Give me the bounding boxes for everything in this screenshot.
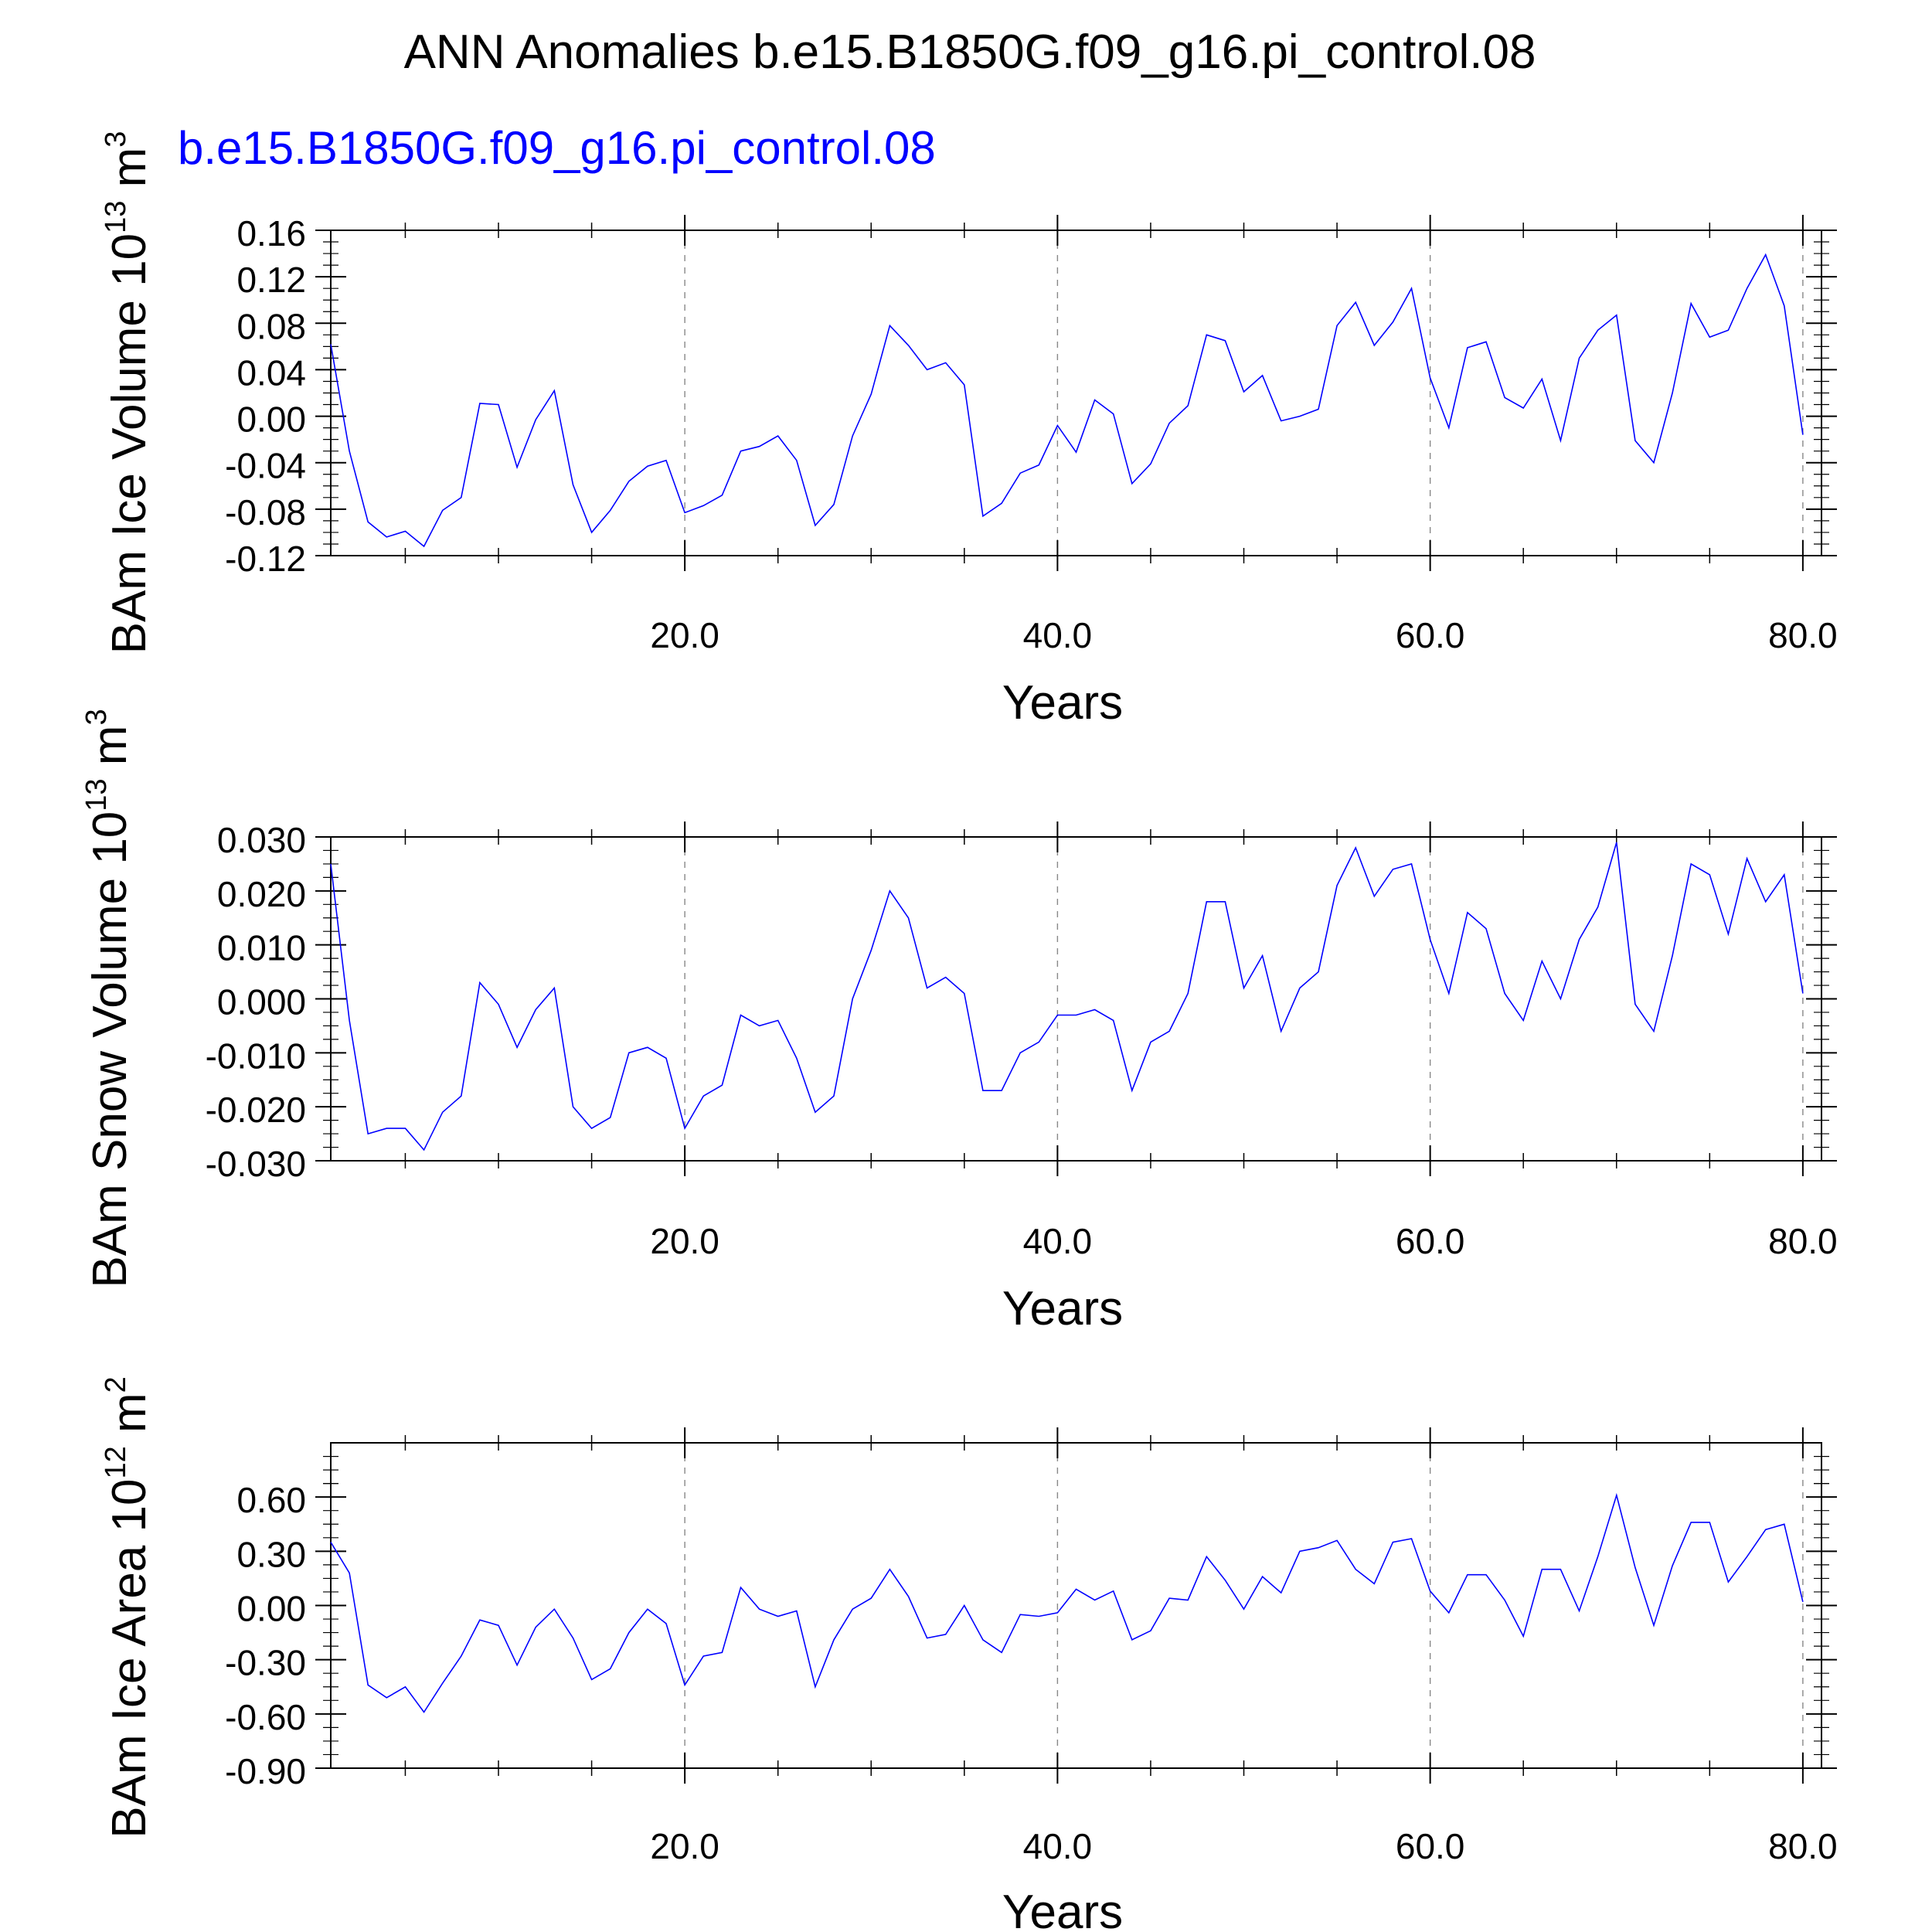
y-tick-label: -0.30 — [225, 1643, 306, 1683]
y-axis-label: BAm Snow Volume 1013 m3 — [80, 709, 137, 1287]
x-tick-label: 80.0 — [1768, 1221, 1838, 1261]
tick-marks — [315, 1427, 1837, 1784]
y-tick-label: 0.00 — [236, 400, 306, 440]
y-tick-label: -0.020 — [206, 1090, 306, 1130]
y-tick-labels: -0.90 -0.60 -0.30 0.00 0.30 0.60 — [225, 1480, 306, 1791]
y-tick-label: -0.12 — [225, 539, 306, 579]
y-tick-label: -0.04 — [225, 446, 306, 486]
y-tick-label: -0.90 — [225, 1751, 306, 1791]
y-tick-label: -0.030 — [206, 1144, 306, 1184]
series-line — [330, 1492, 1804, 1713]
figure-subtitle: b.e15.B1850G.f09_g16.pi_control.08 — [178, 122, 936, 174]
y-tick-label: 0.30 — [236, 1534, 306, 1574]
y-tick-label: 0.60 — [236, 1480, 306, 1520]
x-tick-label: 20.0 — [650, 1826, 719, 1866]
y-tick-label: 0.16 — [236, 213, 306, 253]
y-tick-label: -0.010 — [206, 1036, 306, 1076]
panel-ice-area: -0.90 -0.60 -0.30 0.00 0.30 0.60 20.0 40.0 60.0… — [100, 1376, 1838, 1932]
x-tick-label: 80.0 — [1768, 615, 1838, 655]
y-tick-label: 0.010 — [217, 928, 306, 968]
x-axis-label: Years — [1002, 676, 1123, 730]
panel-snow-volume: -0.030 -0.020 -0.010 0.000 0.010 0.020 0.030 2… — [80, 709, 1838, 1335]
series-line — [330, 842, 1804, 1151]
y-tick-label: 0.08 — [236, 306, 306, 346]
grid-lines — [684, 1443, 1804, 1768]
x-tick-label: 20.0 — [650, 615, 719, 655]
y-axis-label: BAm Ice Area 1012 m2 — [100, 1376, 156, 1838]
figure-title: ANN Anomalies b.e15.B1850G.f09_g16.pi_co… — [404, 26, 1536, 79]
x-tick-labels: 20.0 40.0 60.0 80.0 — [650, 615, 1837, 655]
tick-marks — [315, 215, 1837, 571]
grid-lines — [684, 837, 1804, 1161]
y-tick-label: 0.04 — [236, 352, 306, 393]
y-tick-label: -0.60 — [225, 1697, 306, 1737]
x-tick-label: 60.0 — [1396, 615, 1465, 655]
plot-frame — [330, 1442, 1822, 1769]
x-tick-label: 40.0 — [1023, 1221, 1093, 1261]
x-axis-label: Years — [1002, 1282, 1123, 1335]
x-tick-labels: 20.0 40.0 60.0 80.0 — [650, 1826, 1837, 1866]
x-tick-label: 40.0 — [1023, 615, 1093, 655]
series-line — [330, 253, 1804, 548]
y-axis-label: BAm Ice Volume 1013 m3 — [100, 131, 156, 655]
plot-frame — [330, 836, 1822, 1162]
x-tick-label: 80.0 — [1768, 1826, 1838, 1866]
panel-ice-volume: -0.12 -0.08 -0.04 0.00 0.04 0.08 0.12 0.16 20.0… — [100, 131, 1838, 730]
y-tick-label: 0.020 — [217, 874, 306, 914]
grid-lines — [684, 230, 1804, 556]
x-tick-label: 60.0 — [1396, 1221, 1465, 1261]
x-tick-label: 60.0 — [1396, 1826, 1465, 1866]
y-tick-labels: -0.030 -0.020 -0.010 0.000 0.010 0.020 0.030 — [206, 820, 306, 1184]
y-tick-labels: -0.12 -0.08 -0.04 0.00 0.04 0.08 0.12 0.16 — [225, 213, 306, 579]
x-axis-label: Years — [1002, 1886, 1123, 1932]
y-tick-label: 0.12 — [236, 260, 306, 300]
y-tick-label: 0.000 — [217, 982, 306, 1022]
x-tick-label: 40.0 — [1023, 1826, 1093, 1866]
x-tick-labels: 20.0 40.0 60.0 80.0 — [650, 1221, 1837, 1261]
x-tick-label: 20.0 — [650, 1221, 719, 1261]
y-tick-label: 0.030 — [217, 820, 306, 860]
y-tick-label: 0.00 — [236, 1589, 306, 1629]
y-tick-label: -0.08 — [225, 492, 306, 532]
tick-marks — [315, 821, 1837, 1176]
